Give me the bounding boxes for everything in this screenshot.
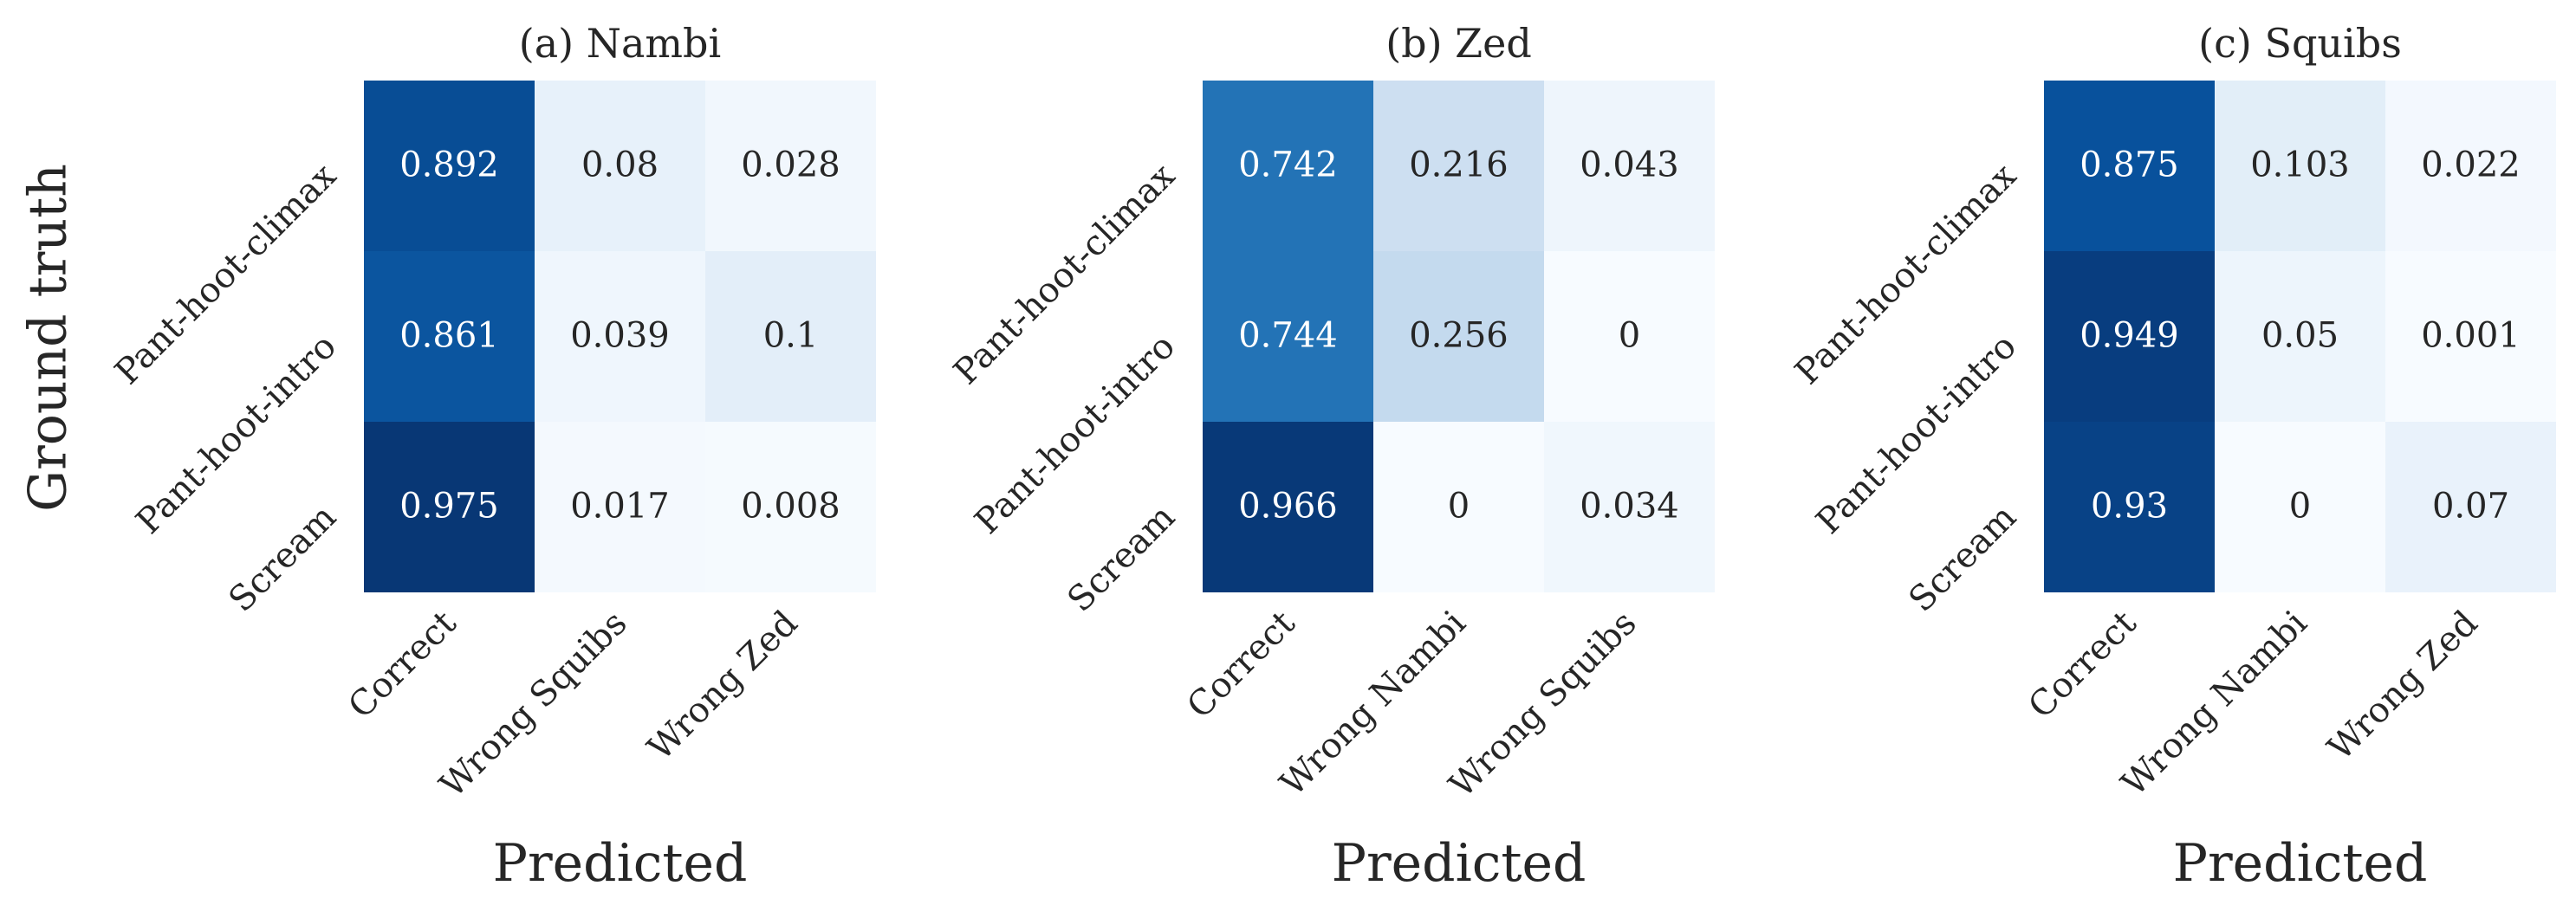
panel-title: (c) Squibs bbox=[2198, 20, 2402, 67]
cell-value-label: 0.103 bbox=[2250, 145, 2350, 185]
heatmap-cell bbox=[1203, 81, 1373, 251]
x-tick-label: Correct bbox=[341, 604, 464, 727]
y-tick-label: Scream bbox=[221, 497, 344, 620]
panel-title: (a) Nambi bbox=[519, 20, 721, 67]
cell-value-label: 0.93 bbox=[2091, 487, 2168, 527]
heatmap-cell bbox=[2215, 251, 2385, 422]
cell-value-label: 0 bbox=[1448, 487, 1470, 527]
heatmap-panel-1: 0.892 0.08 0.028 0.861 0.039 0.1 0.975 0.017 0.0… bbox=[107, 20, 876, 894]
heatmap-cell bbox=[705, 251, 876, 422]
cell-value-label: 0.892 bbox=[399, 145, 499, 185]
cell-value-label: 0 bbox=[2289, 487, 2311, 527]
heatmap-cell bbox=[705, 422, 876, 592]
cell-value-label: 0.975 bbox=[399, 487, 499, 527]
heatmap-cell bbox=[1203, 251, 1373, 422]
cell-value-label: 0.08 bbox=[581, 145, 659, 185]
cell-value-label: 0.001 bbox=[2421, 316, 2521, 356]
cell-value-label: 0.949 bbox=[2080, 316, 2179, 356]
cell-value-label: 0.742 bbox=[1238, 145, 1338, 185]
xlabel-predicted: Predicted bbox=[493, 833, 748, 894]
heatmap-cell bbox=[535, 251, 705, 422]
heatmap-cell bbox=[1373, 251, 1544, 422]
cell-value-label: 0.861 bbox=[399, 316, 499, 356]
heatmap-cell bbox=[364, 251, 535, 422]
x-tick-label: Wrong Zed bbox=[2320, 604, 2486, 769]
heatmap-cell bbox=[2044, 251, 2215, 422]
x-tick-label: Wrong Nambi bbox=[1273, 604, 1474, 805]
x-tick-label: Correct bbox=[1179, 604, 1302, 727]
y-tick-label: Scream bbox=[1901, 497, 2024, 620]
heatmap-cell bbox=[2385, 81, 2556, 251]
heatmap-cell bbox=[1203, 422, 1373, 592]
cell-value-label: 0.05 bbox=[2261, 316, 2339, 356]
x-tick-label: Wrong Nambi bbox=[2114, 604, 2315, 805]
heatmap-cell bbox=[1544, 81, 1715, 251]
heatmap-cell bbox=[2385, 251, 2556, 422]
cell-value-label: 0.043 bbox=[1580, 145, 1679, 185]
xlabel-predicted: Predicted bbox=[1332, 833, 1586, 894]
x-tick-label: Wrong Squibs bbox=[1442, 604, 1645, 806]
cell-value-label: 0.966 bbox=[1238, 487, 1338, 527]
cell-value-label: 0.008 bbox=[741, 487, 840, 527]
heatmap-cell bbox=[1373, 81, 1544, 251]
cell-value-label: 0.1 bbox=[763, 316, 819, 356]
x-tick-label: Wrong Squibs bbox=[432, 604, 635, 806]
ylabel-ground-truth: Ground truth bbox=[18, 164, 79, 512]
x-tick-label: Correct bbox=[2021, 604, 2144, 727]
heatmap-cell bbox=[364, 422, 535, 592]
y-tick-label: Scream bbox=[1060, 497, 1183, 620]
heatmap-cell bbox=[705, 81, 876, 251]
cell-value-label: 0.034 bbox=[1580, 487, 1679, 527]
heatmap-cell bbox=[1544, 422, 1715, 592]
cell-value-label: 0.07 bbox=[2432, 487, 2509, 527]
cell-value-label: 0.022 bbox=[2421, 145, 2521, 185]
heatmap-cell bbox=[2215, 422, 2385, 592]
panel-title: (b) Zed bbox=[1385, 20, 1532, 67]
heatmap-cell bbox=[364, 81, 535, 251]
heatmap-panels: 0.892 0.08 0.028 0.861 0.039 0.1 0.975 0.017 0.0… bbox=[107, 20, 2556, 894]
heatmap-cell bbox=[535, 422, 705, 592]
heatmap-cell bbox=[2385, 422, 2556, 592]
heatmap-cell bbox=[2215, 81, 2385, 251]
heatmap-cell bbox=[1373, 422, 1544, 592]
heatmap-cell bbox=[2044, 81, 2215, 251]
heatmap-panel-3: 0.875 0.103 0.022 0.949 0.05 0.001 0.93 0 0.07 (c… bbox=[1788, 20, 2556, 894]
cell-value-label: 0.875 bbox=[2080, 145, 2179, 185]
heatmap-cell bbox=[535, 81, 705, 251]
cell-value-label: 0.256 bbox=[1409, 316, 1509, 356]
heatmap-panel-2: 0.742 0.216 0.043 0.744 0.256 0 0.966 0 0.034 (b)… bbox=[946, 20, 1715, 894]
xlabel-predicted: Predicted bbox=[2173, 833, 2428, 894]
heatmap-cell bbox=[2044, 422, 2215, 592]
x-tick-label: Wrong Zed bbox=[640, 604, 806, 769]
cell-value-label: 0 bbox=[1619, 316, 1640, 356]
cell-value-label: 0.744 bbox=[1238, 316, 1338, 356]
cell-value-label: 0.216 bbox=[1409, 145, 1509, 185]
cell-value-label: 0.017 bbox=[570, 487, 670, 527]
cell-value-label: 0.028 bbox=[741, 145, 840, 185]
cell-value-label: 0.039 bbox=[570, 316, 670, 356]
heatmap-cell bbox=[1544, 251, 1715, 422]
